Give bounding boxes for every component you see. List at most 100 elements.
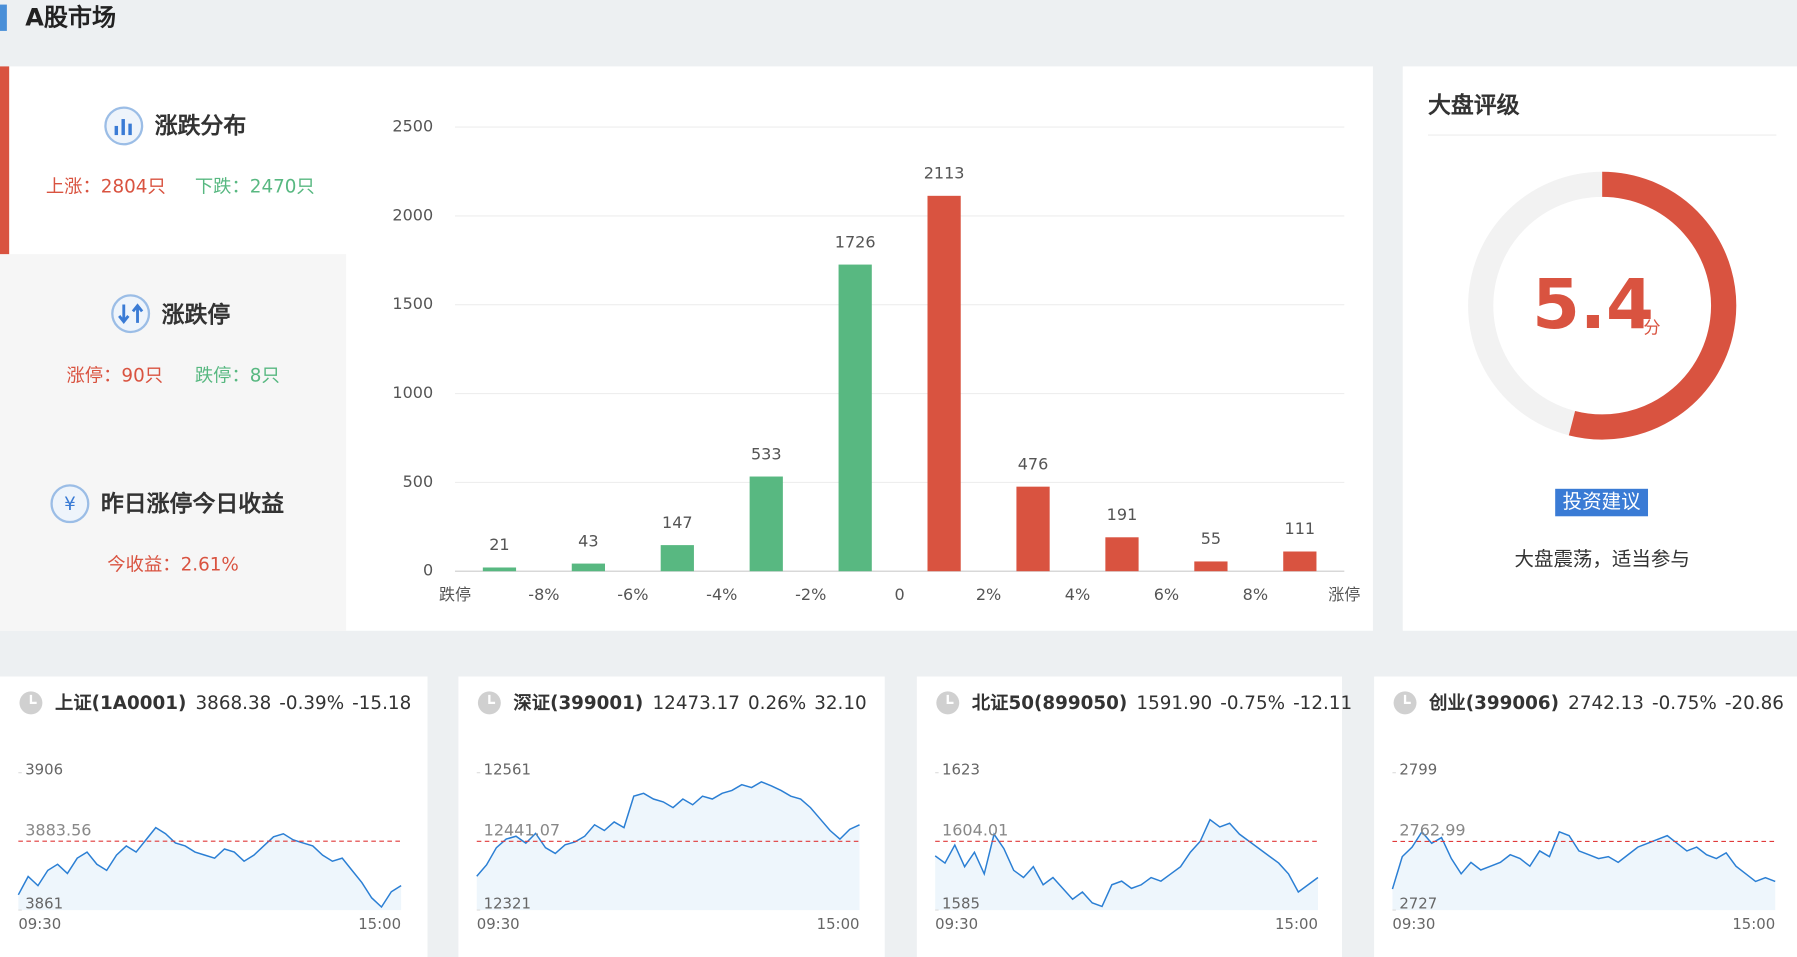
x-tick-label: -6% [617,585,648,604]
price-line [476,781,860,877]
index-card [916,676,1343,957]
index-pct: -0.75% [1652,693,1717,714]
index-price: 1591.90 [1136,693,1212,714]
svg-text:¥: ¥ [64,494,76,515]
advice-text: 大盘震荡，适当参与 [1515,547,1690,570]
bar-label: 1726 [835,232,876,251]
y-tick-label: 12321 [484,894,531,912]
rating-panel [1402,66,1797,631]
reference-label: 2762.99 [1399,821,1465,840]
reference-label: 12441.07 [484,821,560,840]
card-header: 上证(1A0001) 3868.38 -0.39% -15.18 [55,693,411,714]
limit-down: 跌停：8只 [195,366,280,387]
x-tick-label: -2% [795,585,826,604]
bar-label: 476 [1018,454,1049,473]
bar [838,264,872,572]
index-price: 3868.38 [196,693,272,714]
x-tick-label: 09:30 [18,915,61,933]
y-tick-label: 12561 [484,760,531,778]
reference-label: 3883.56 [25,820,91,839]
index-card [1374,676,1797,957]
bar-label: 2113 [924,164,965,183]
index-name: 上证(1A0001) [55,693,186,714]
bar [660,545,694,572]
price-line [17,826,402,909]
side-panel [0,254,347,631]
index-card [0,676,428,957]
index-name: 北证50(899050) [972,693,1127,714]
yesterday-gain: 今收益：2.61% [107,555,239,576]
bar [749,476,783,572]
clock-hands [488,694,496,705]
clock-hands [946,694,954,705]
y-tick-label: 1623 [942,760,980,778]
y-tick-label: 2000 [392,205,433,224]
bar [1016,486,1050,572]
distribution-title[interactable]: 涨跌分布 [155,113,247,140]
x-tick-label: 8% [1243,585,1268,604]
index-name: 深证(399001) [513,692,643,714]
y-tick-label: 1500 [392,294,433,313]
bar-label: 191 [1107,505,1138,524]
bar [1105,537,1139,572]
x-tick-label: 2% [976,585,1001,604]
icon [104,106,144,146]
down-count: 下跌：2470只 [195,177,315,198]
line-area [935,819,1318,911]
bar-label: 55 [1201,529,1221,548]
bar-label: 43 [578,531,598,550]
clock-hands [29,694,37,705]
card-header: 创业(399006) 2742.13 -0.75% -20.86 [1428,692,1784,714]
icon: ¥ [50,484,90,524]
bar [1283,551,1317,572]
y-tick-label: 500 [403,472,434,491]
bar-label: 147 [662,513,693,532]
card-header: 深证(399001) 12473.17 0.26% 32.10 [513,692,866,714]
y-tick-label: 0 [423,561,433,580]
bar [1194,561,1228,572]
rating-title: 大盘评级 [1428,92,1520,119]
x-tick-label: 09:30 [935,915,978,933]
index-change: -15.18 [352,693,411,714]
bar [571,563,605,572]
bar [482,567,517,572]
index-price: 12473.17 [652,693,739,714]
x-tick-label: 09:30 [477,915,520,933]
reference-label: 1604.01 [942,821,1008,840]
bar [927,195,961,572]
x-tick-label: 涨停 [1328,585,1360,604]
limits-title[interactable]: 涨跌停 [162,301,231,328]
score-unit: 分 [1643,319,1660,339]
advice-button[interactable] [1555,488,1649,517]
x-tick-label: -8% [528,585,559,604]
index-pct: 0.26% [748,693,806,714]
x-tick-label: 15:00 [358,915,401,933]
advice-button-label[interactable]: 投资建议 [1563,490,1641,513]
up-count: 上涨：2804只 [46,177,166,198]
line-area [1392,831,1776,911]
index-change: 32.10 [814,693,866,714]
x-tick-label: 4% [1065,585,1090,604]
yesterday-title[interactable]: 昨日涨停今日收益 [101,490,284,517]
clock-hands [1403,694,1411,705]
y-tick-label: 1585 [942,894,980,912]
icon [111,294,151,334]
limit-up: 涨停：90只 [66,366,163,387]
x-tick-label: 跌停 [439,585,471,604]
x-tick-label: 15:00 [1732,915,1775,933]
y-tick-label: 3861 [25,894,63,912]
price-line [934,818,1319,908]
y-tick-label: 1000 [392,383,433,402]
score: 5.4 [1532,265,1654,345]
x-tick-label: -4% [706,585,737,604]
header-title: A股市场 [25,3,116,31]
active-marker [0,66,10,255]
y-tick-label: 2500 [392,117,433,136]
index-change: -12.11 [1293,693,1352,714]
y-tick-label: 2799 [1399,760,1437,778]
bar-label: 533 [751,444,782,463]
index-price: 2742.13 [1568,693,1644,714]
x-tick-label: 6% [1154,585,1179,604]
